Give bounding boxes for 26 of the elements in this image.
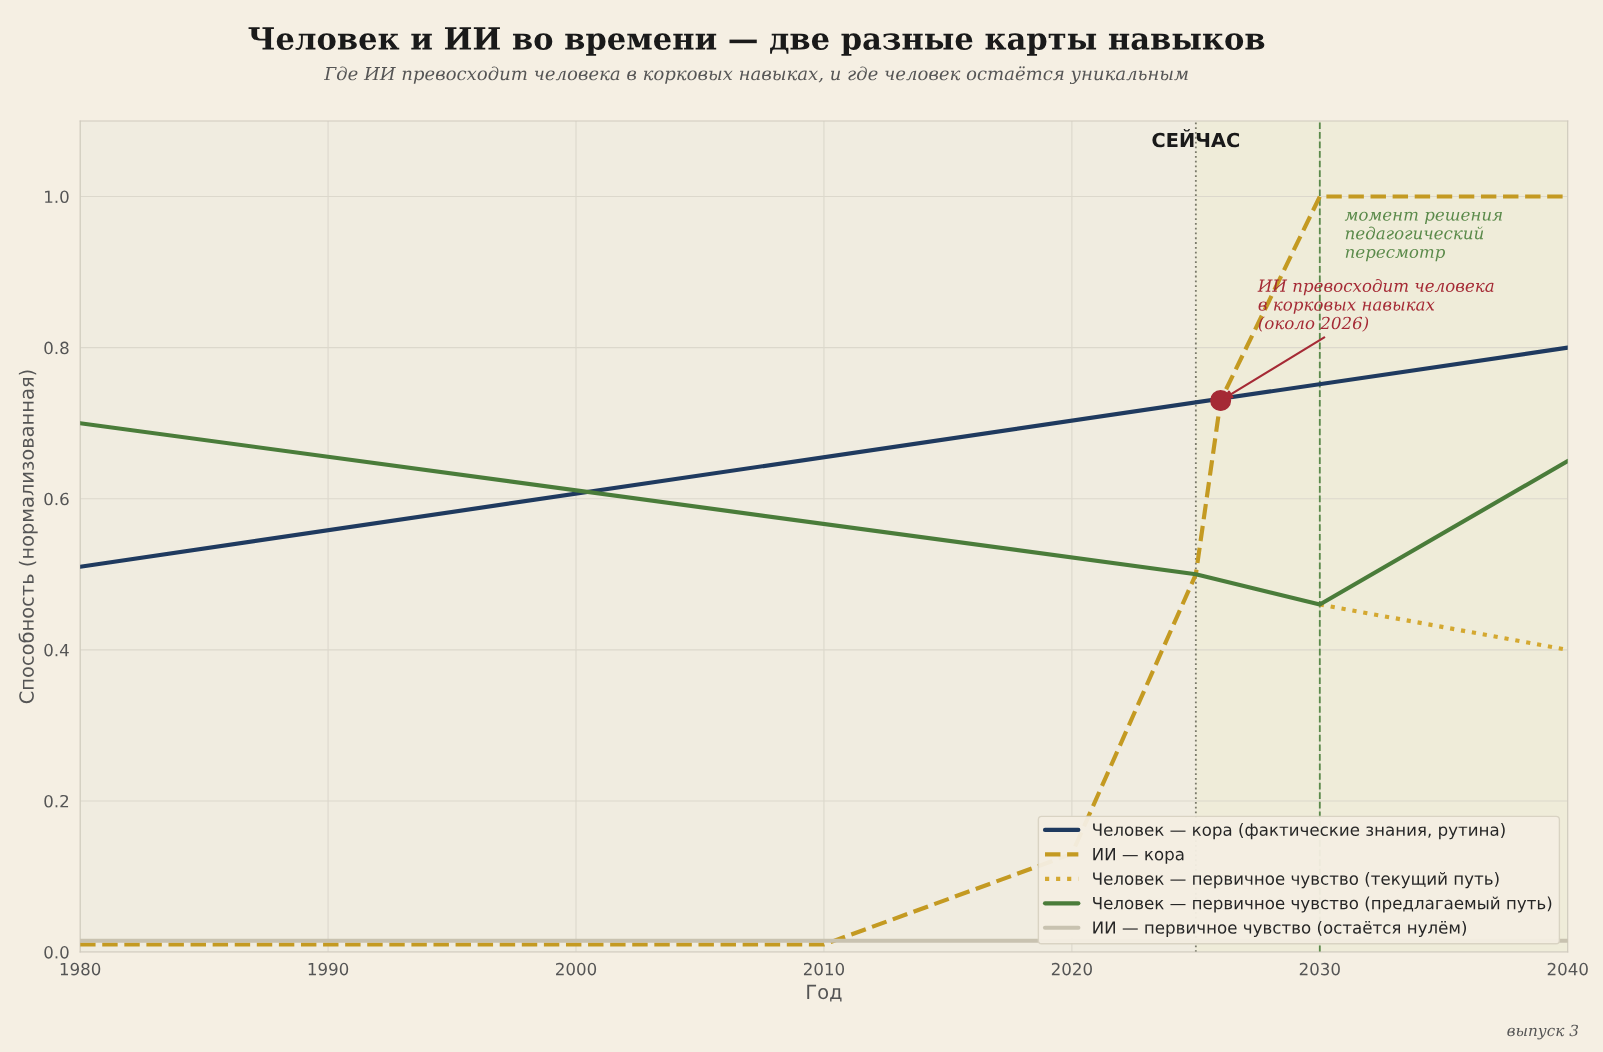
legend-label: ИИ — первичное чувство (остаётся нулём) <box>1093 920 1467 938</box>
x-tick-label: 2020 <box>1051 962 1092 976</box>
x-tick-label: 2030 <box>1299 962 1340 976</box>
x-tick-label: 2010 <box>803 962 845 976</box>
x-axis-title: Год <box>807 984 842 1002</box>
legend-label: Человек — первичное чувство (текущий путь) <box>1093 872 1499 889</box>
x-tick-label: 2000 <box>556 962 597 976</box>
chart-title: Человек и ИИ во времени — две разные карты навыков <box>248 27 1265 56</box>
y-tick-label: 0.6 <box>44 492 69 506</box>
legend-label: ИИ — кора <box>1093 848 1184 864</box>
ref-line-label: момент решения педагогический пересмотр <box>1344 211 1502 262</box>
x-tick-label: 1990 <box>308 962 349 976</box>
chart-subtitle: Где ИИ превосходит человека в корковых навыках, и где человек остаётся уникальным <box>323 66 1188 85</box>
legend-label: Человек — кора (фактические знания, рутина) <box>1093 823 1505 840</box>
y-tick-label: 0.4 <box>44 643 69 657</box>
x-tick-label: 2040 <box>1547 962 1588 976</box>
x-tick-label: 1980 <box>60 962 101 976</box>
y-tick-label: 0.8 <box>44 341 69 355</box>
legend-label: Человек — первичное чувство (предлагаемый путь) <box>1093 896 1552 913</box>
line-series <box>80 421 1568 607</box>
y-tick-label: 0.2 <box>44 794 69 808</box>
y-tick-label: 1.0 <box>45 190 69 204</box>
ref-line-label: СЕЙЧАС <box>1152 129 1240 148</box>
y-axis-title: Способность (нормализованная) <box>18 370 38 704</box>
text: выпуск 3 <box>1507 1024 1579 1040</box>
y-tick-label: 0.0 <box>44 946 69 959</box>
